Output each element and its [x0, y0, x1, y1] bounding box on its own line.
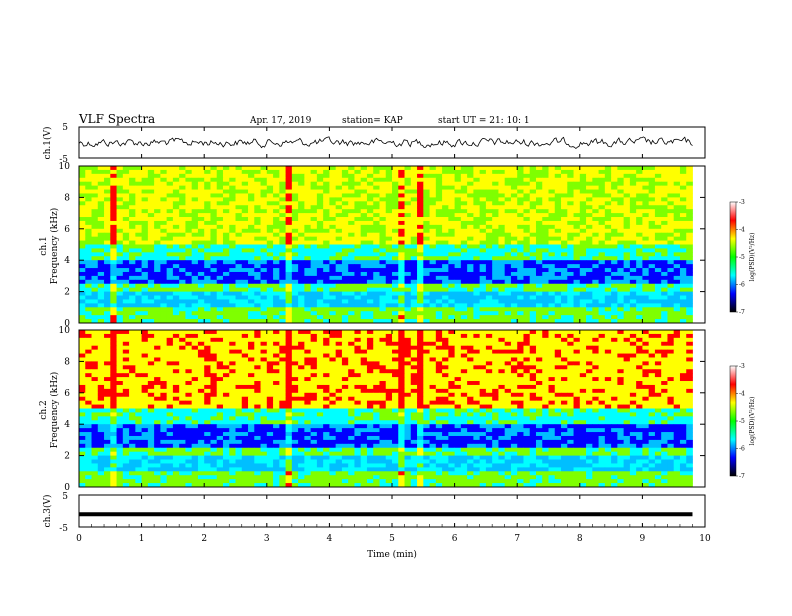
freq-tick-label: 8 [64, 357, 70, 367]
time-tick-label: 9 [640, 534, 646, 544]
time-tick-label: 3 [264, 534, 270, 544]
freq-tick-label: 6 [64, 225, 70, 235]
colorbar-tick-label: -5 [739, 418, 745, 425]
colorbar-tick-label: -6 [739, 282, 745, 289]
time-tick-label: 6 [452, 534, 458, 544]
time-tick-label: 7 [514, 534, 520, 544]
time-tick-label: 1 [139, 534, 145, 544]
freq-tick-label: 8 [64, 193, 70, 203]
freq-tick-label: 10 [59, 162, 71, 172]
colorbar-tick-label: -4 [739, 391, 745, 398]
ch2-spec-ylabel-channel: ch.2 [39, 400, 49, 419]
colorbar-label: log(PSD)(V²/Hz) [749, 397, 756, 446]
colorbar-label: log(PSD)(V²/Hz) [749, 233, 756, 282]
time-tick-label: 2 [201, 534, 207, 544]
freq-tick-label: 10 [59, 326, 71, 336]
ch1-spectrogram-image [79, 166, 705, 323]
ch1-spec-ylabel-channel: ch.1 [39, 236, 49, 255]
station-label: station= KAP [342, 116, 403, 126]
time-tick-label: 5 [389, 534, 395, 544]
ch1-spec-ylabel-frequency: Frequency (kHz) [49, 208, 60, 285]
figure-title: VLF Spectra [78, 112, 155, 126]
start-time-label: start UT = 21: 10: 1 [438, 116, 530, 126]
ch2-spectrogram-image [79, 330, 705, 487]
x-axis-label: Time (min) [367, 549, 417, 560]
ch1-colorbar: -3 -4 -5 -6 -7 log(PSD)(V²/Hz) [730, 199, 756, 316]
freq-tick-label: 4 [64, 420, 70, 430]
colorbar-gradient [730, 366, 736, 476]
colorbar-tick-label: -4 [739, 227, 745, 234]
ch3-ytick-top: 5 [62, 492, 68, 502]
colorbar-tick-label: -3 [739, 363, 745, 370]
ch3-wave-ylabel: ch.3(V) [42, 495, 53, 528]
ch2-colorbar: -3 -4 -5 -6 -7 log(PSD)(V²/Hz) [730, 363, 756, 480]
colorbar-tick-label: -7 [739, 309, 745, 316]
freq-tick-label: 4 [64, 256, 70, 266]
date-label: Apr. 17, 2019 [249, 116, 312, 126]
time-tick-label: 8 [577, 534, 583, 544]
freq-tick-label: 2 [64, 452, 70, 462]
time-tick-label: 4 [327, 534, 333, 544]
ch3-ytick-bottom: -5 [59, 524, 68, 534]
ch2-spec-ylabel-frequency: Frequency (kHz) [49, 372, 60, 449]
colorbar-tick-label: -6 [739, 446, 745, 453]
freq-tick-label: 2 [64, 288, 70, 298]
colorbar-tick-label: -5 [739, 254, 745, 261]
time-tick-label: 10 [699, 534, 711, 544]
freq-tick-label: 6 [64, 389, 70, 399]
colorbar-gradient [730, 202, 736, 312]
colorbar-tick-label: -7 [739, 473, 745, 480]
time-tick-label: 0 [76, 534, 82, 544]
ch1-ytick-top: 5 [62, 123, 68, 133]
colorbar-tick-label: -3 [739, 199, 745, 206]
ch1-wave-ylabel: ch.1(V) [42, 127, 53, 160]
